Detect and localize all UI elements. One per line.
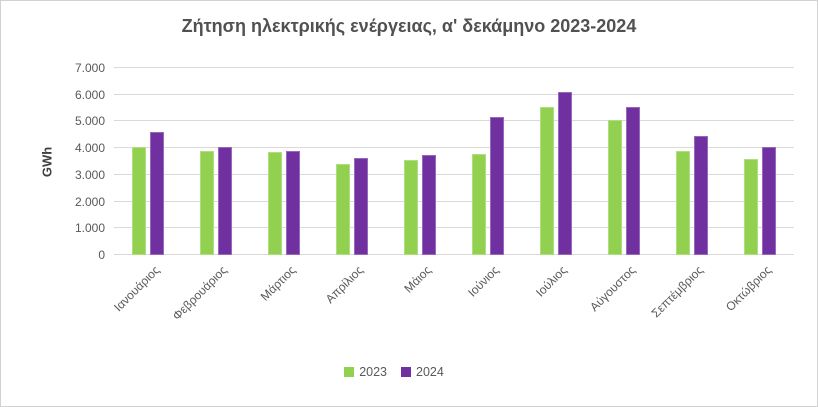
bar-2023-4	[336, 164, 350, 255]
x-axis-label: Σεπτέμβριος	[648, 263, 706, 321]
legend-swatch-icon	[344, 367, 355, 377]
bar-2024-1	[150, 132, 164, 255]
gridline	[114, 254, 794, 255]
x-axis-label: Φεβρουάριος	[169, 263, 230, 323]
gridline	[114, 147, 794, 149]
gridline	[114, 67, 794, 68]
bar-group-3	[250, 68, 318, 255]
y-tick-label: 1.000	[74, 221, 105, 236]
bar-2024-2	[218, 146, 232, 255]
legend-label: 2023	[359, 365, 387, 379]
y-tick-label: 0	[98, 248, 105, 262]
bar-group-10	[726, 68, 794, 255]
legend-item-2024: 2024	[401, 365, 444, 379]
chart-title: Ζήτηση ηλεκτρικής ενέργειας, α' δεκάμηνο…	[181, 16, 637, 36]
x-axis-label: Απρίλιος	[322, 263, 366, 307]
bar-2024-10	[762, 146, 776, 255]
legend: 2023 2024	[1, 363, 787, 381]
x-axis-labels: Ιανουάριος Φεβρουάριος Μάρτιος Απρίλιος Μάιο…	[110, 255, 794, 365]
bar-group-1	[114, 68, 182, 255]
bar-2024-5	[422, 154, 436, 255]
bar-2024-4	[354, 157, 368, 255]
bar-2024-6	[490, 117, 504, 255]
bar-2024-3	[286, 150, 300, 255]
x-axis-label: Μάρτιος	[257, 263, 298, 304]
bar-group-5	[386, 68, 454, 255]
gridline	[114, 200, 794, 202]
bar-2024-8	[626, 106, 640, 255]
bar-2023-7	[540, 106, 554, 255]
y-tick-label: 2.000	[74, 194, 105, 209]
bar-group-4	[318, 68, 386, 255]
bar-group-7	[522, 68, 590, 255]
y-tick-label: 7.000	[74, 61, 105, 75]
legend-label: 2024	[416, 365, 444, 379]
bar-2023-3	[268, 152, 282, 255]
legend-item-2023: 2023	[344, 365, 387, 379]
gridline	[114, 173, 794, 175]
bar-2023-5	[404, 160, 418, 255]
x-axis-label: Μάιος	[401, 263, 434, 296]
bar-2023-9	[676, 150, 690, 255]
legend-swatch-icon	[401, 367, 411, 377]
x-axis-label: Ιανουάριος	[110, 263, 162, 315]
bar-2023-6	[472, 153, 486, 255]
bar-2023-2	[200, 150, 214, 255]
bar-series-area	[114, 68, 794, 255]
gridline	[114, 227, 794, 229]
y-tick-label: 6.000	[74, 87, 105, 102]
y-axis-tick-labels: 0 1.000 2.000 3.000 4.000 5.000 6.000 7.000	[1, 61, 105, 262]
bar-2023-1	[132, 146, 146, 255]
x-axis-label: Ιούλιος	[533, 263, 570, 300]
gridline	[114, 120, 794, 122]
bar-2024-7	[558, 92, 572, 255]
bar-2023-8	[608, 120, 622, 255]
gridline	[114, 93, 794, 95]
bar-group-9	[658, 68, 726, 255]
bar-group-6	[454, 68, 522, 255]
x-axis-label: Ιούνιος	[465, 263, 502, 300]
bar-2023-10	[744, 158, 758, 255]
y-tick-label: 3.000	[74, 167, 105, 182]
plot-area	[114, 67, 794, 255]
x-axis-label: Αύγουστος	[586, 263, 638, 315]
y-tick-label: 4.000	[74, 141, 105, 156]
bar-group-2	[182, 68, 250, 255]
x-axis-label: Οκτώβριος	[722, 263, 774, 315]
y-tick-label: 5.000	[74, 114, 105, 129]
bar-2024-9	[694, 136, 708, 255]
bar-group-8	[590, 68, 658, 255]
